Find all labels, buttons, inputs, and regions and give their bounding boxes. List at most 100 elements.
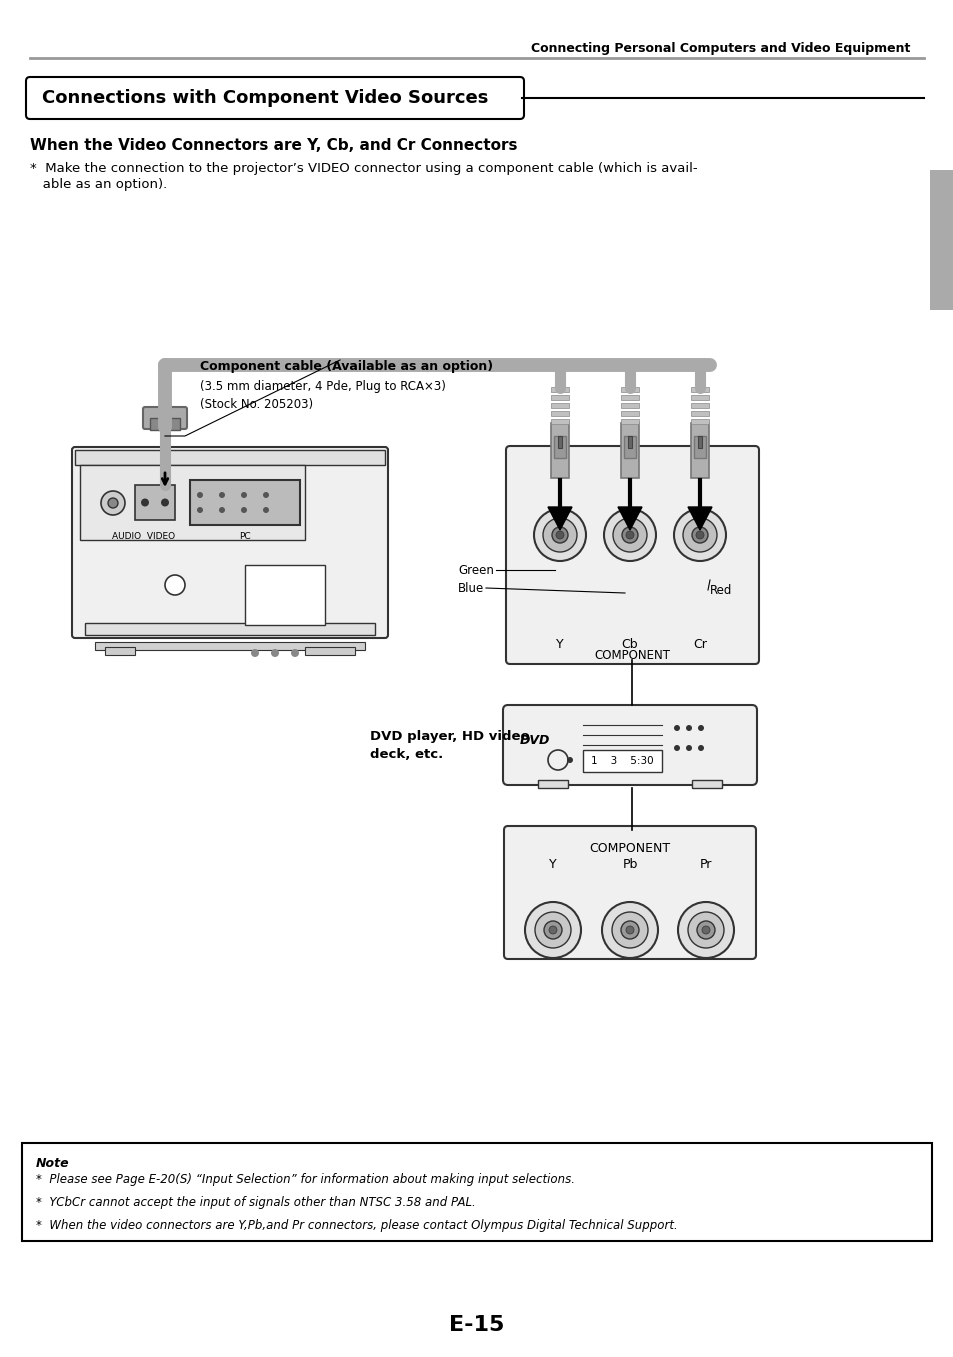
Text: Y: Y bbox=[549, 859, 557, 871]
Circle shape bbox=[625, 925, 634, 934]
Bar bbox=[537, 780, 567, 788]
Polygon shape bbox=[618, 508, 641, 531]
Circle shape bbox=[678, 902, 733, 958]
Text: COMPONENT: COMPONENT bbox=[594, 649, 670, 661]
Bar bbox=[690, 395, 708, 400]
Text: 1    3    5:30: 1 3 5:30 bbox=[591, 756, 653, 765]
Circle shape bbox=[552, 527, 567, 543]
Bar bbox=[551, 395, 568, 400]
Circle shape bbox=[271, 649, 278, 657]
Circle shape bbox=[620, 921, 639, 939]
Bar bbox=[623, 436, 636, 459]
Bar bbox=[85, 623, 375, 635]
Text: Red: Red bbox=[709, 584, 732, 597]
Text: Component cable (Available as an option): Component cable (Available as an option) bbox=[200, 360, 493, 373]
Text: *  Please see Page E-20(S) “Input Selection” for information about making input : * Please see Page E-20(S) “Input Selecti… bbox=[36, 1172, 575, 1186]
Circle shape bbox=[556, 531, 563, 539]
FancyBboxPatch shape bbox=[502, 706, 757, 784]
Bar bbox=[627, 436, 631, 448]
Circle shape bbox=[685, 725, 691, 731]
Bar bbox=[135, 484, 174, 520]
Circle shape bbox=[697, 921, 714, 939]
Bar bbox=[551, 387, 568, 392]
Circle shape bbox=[263, 493, 269, 498]
Circle shape bbox=[691, 527, 707, 543]
Text: When the Video Connectors are Y, Cb, and Cr Connectors: When the Video Connectors are Y, Cb, and… bbox=[30, 138, 517, 153]
Bar bbox=[105, 647, 135, 655]
Text: able as an option).: able as an option). bbox=[30, 178, 167, 191]
Circle shape bbox=[603, 509, 656, 560]
Bar bbox=[690, 419, 708, 423]
Bar bbox=[690, 387, 708, 392]
Text: Note: Note bbox=[36, 1158, 70, 1170]
FancyBboxPatch shape bbox=[26, 77, 523, 119]
Circle shape bbox=[673, 725, 679, 731]
Circle shape bbox=[612, 912, 647, 949]
Circle shape bbox=[108, 498, 118, 508]
Circle shape bbox=[165, 575, 185, 594]
Circle shape bbox=[543, 921, 561, 939]
Polygon shape bbox=[547, 508, 572, 531]
Circle shape bbox=[621, 527, 638, 543]
Bar bbox=[929, 170, 953, 309]
Text: COMPONENT: COMPONENT bbox=[589, 841, 670, 855]
Circle shape bbox=[698, 725, 703, 731]
Text: Connections with Component Video Sources: Connections with Component Video Sources bbox=[42, 90, 488, 107]
Circle shape bbox=[219, 508, 225, 513]
Text: *  When the video connectors are Y,Pb,and Pr connectors, please contact Olympus : * When the video connectors are Y,Pb,and… bbox=[36, 1219, 677, 1232]
Circle shape bbox=[251, 649, 258, 657]
Circle shape bbox=[241, 493, 247, 498]
Bar bbox=[95, 642, 365, 650]
Bar bbox=[620, 423, 639, 478]
Circle shape bbox=[534, 509, 585, 560]
Bar bbox=[80, 465, 305, 540]
Bar bbox=[554, 436, 565, 459]
Circle shape bbox=[196, 508, 203, 513]
Circle shape bbox=[673, 509, 725, 560]
Text: Green: Green bbox=[457, 563, 494, 577]
Text: (3.5 mm diameter, 4 Pde, Plug to RCA×3): (3.5 mm diameter, 4 Pde, Plug to RCA×3) bbox=[200, 380, 445, 394]
Text: Pr: Pr bbox=[700, 859, 712, 871]
Text: (Stock No. 205203): (Stock No. 205203) bbox=[200, 398, 313, 411]
Circle shape bbox=[291, 649, 298, 657]
Text: Y: Y bbox=[556, 638, 563, 650]
Bar bbox=[551, 403, 568, 408]
Text: *  YCbCr cannot accept the input of signals other than NTSC 3.58 and PAL.: * YCbCr cannot accept the input of signa… bbox=[36, 1196, 476, 1209]
Circle shape bbox=[698, 745, 703, 750]
Bar bbox=[551, 411, 568, 417]
Text: Blue: Blue bbox=[457, 582, 484, 594]
Text: deck, etc.: deck, etc. bbox=[370, 748, 443, 761]
Bar bbox=[620, 387, 639, 392]
Bar bbox=[582, 750, 661, 772]
Polygon shape bbox=[624, 707, 639, 721]
Text: Pb: Pb bbox=[621, 859, 637, 871]
Bar bbox=[620, 395, 639, 400]
Bar bbox=[690, 411, 708, 417]
Bar bbox=[690, 403, 708, 408]
Bar bbox=[620, 403, 639, 408]
Bar bbox=[620, 419, 639, 423]
Circle shape bbox=[673, 745, 679, 750]
Circle shape bbox=[625, 531, 634, 539]
Bar bbox=[22, 1143, 931, 1242]
Text: Connecting Personal Computers and Video Equipment: Connecting Personal Computers and Video … bbox=[530, 42, 909, 54]
Text: PC: PC bbox=[239, 532, 251, 541]
FancyBboxPatch shape bbox=[503, 826, 755, 959]
Circle shape bbox=[141, 498, 149, 506]
Circle shape bbox=[161, 498, 169, 506]
Polygon shape bbox=[624, 832, 639, 845]
Bar bbox=[551, 423, 568, 478]
Circle shape bbox=[682, 518, 717, 552]
Bar bbox=[551, 419, 568, 423]
Text: DVD player, HD video: DVD player, HD video bbox=[370, 730, 529, 744]
Circle shape bbox=[613, 518, 646, 552]
Circle shape bbox=[535, 912, 571, 949]
Circle shape bbox=[696, 531, 703, 539]
FancyBboxPatch shape bbox=[71, 446, 388, 638]
Text: DVD: DVD bbox=[519, 734, 550, 746]
FancyBboxPatch shape bbox=[505, 446, 759, 664]
Text: *  Make the connection to the projector’s VIDEO connector using a component cabl: * Make the connection to the projector’s… bbox=[30, 161, 697, 175]
Bar bbox=[558, 436, 561, 448]
Circle shape bbox=[219, 493, 225, 498]
Circle shape bbox=[687, 912, 723, 949]
